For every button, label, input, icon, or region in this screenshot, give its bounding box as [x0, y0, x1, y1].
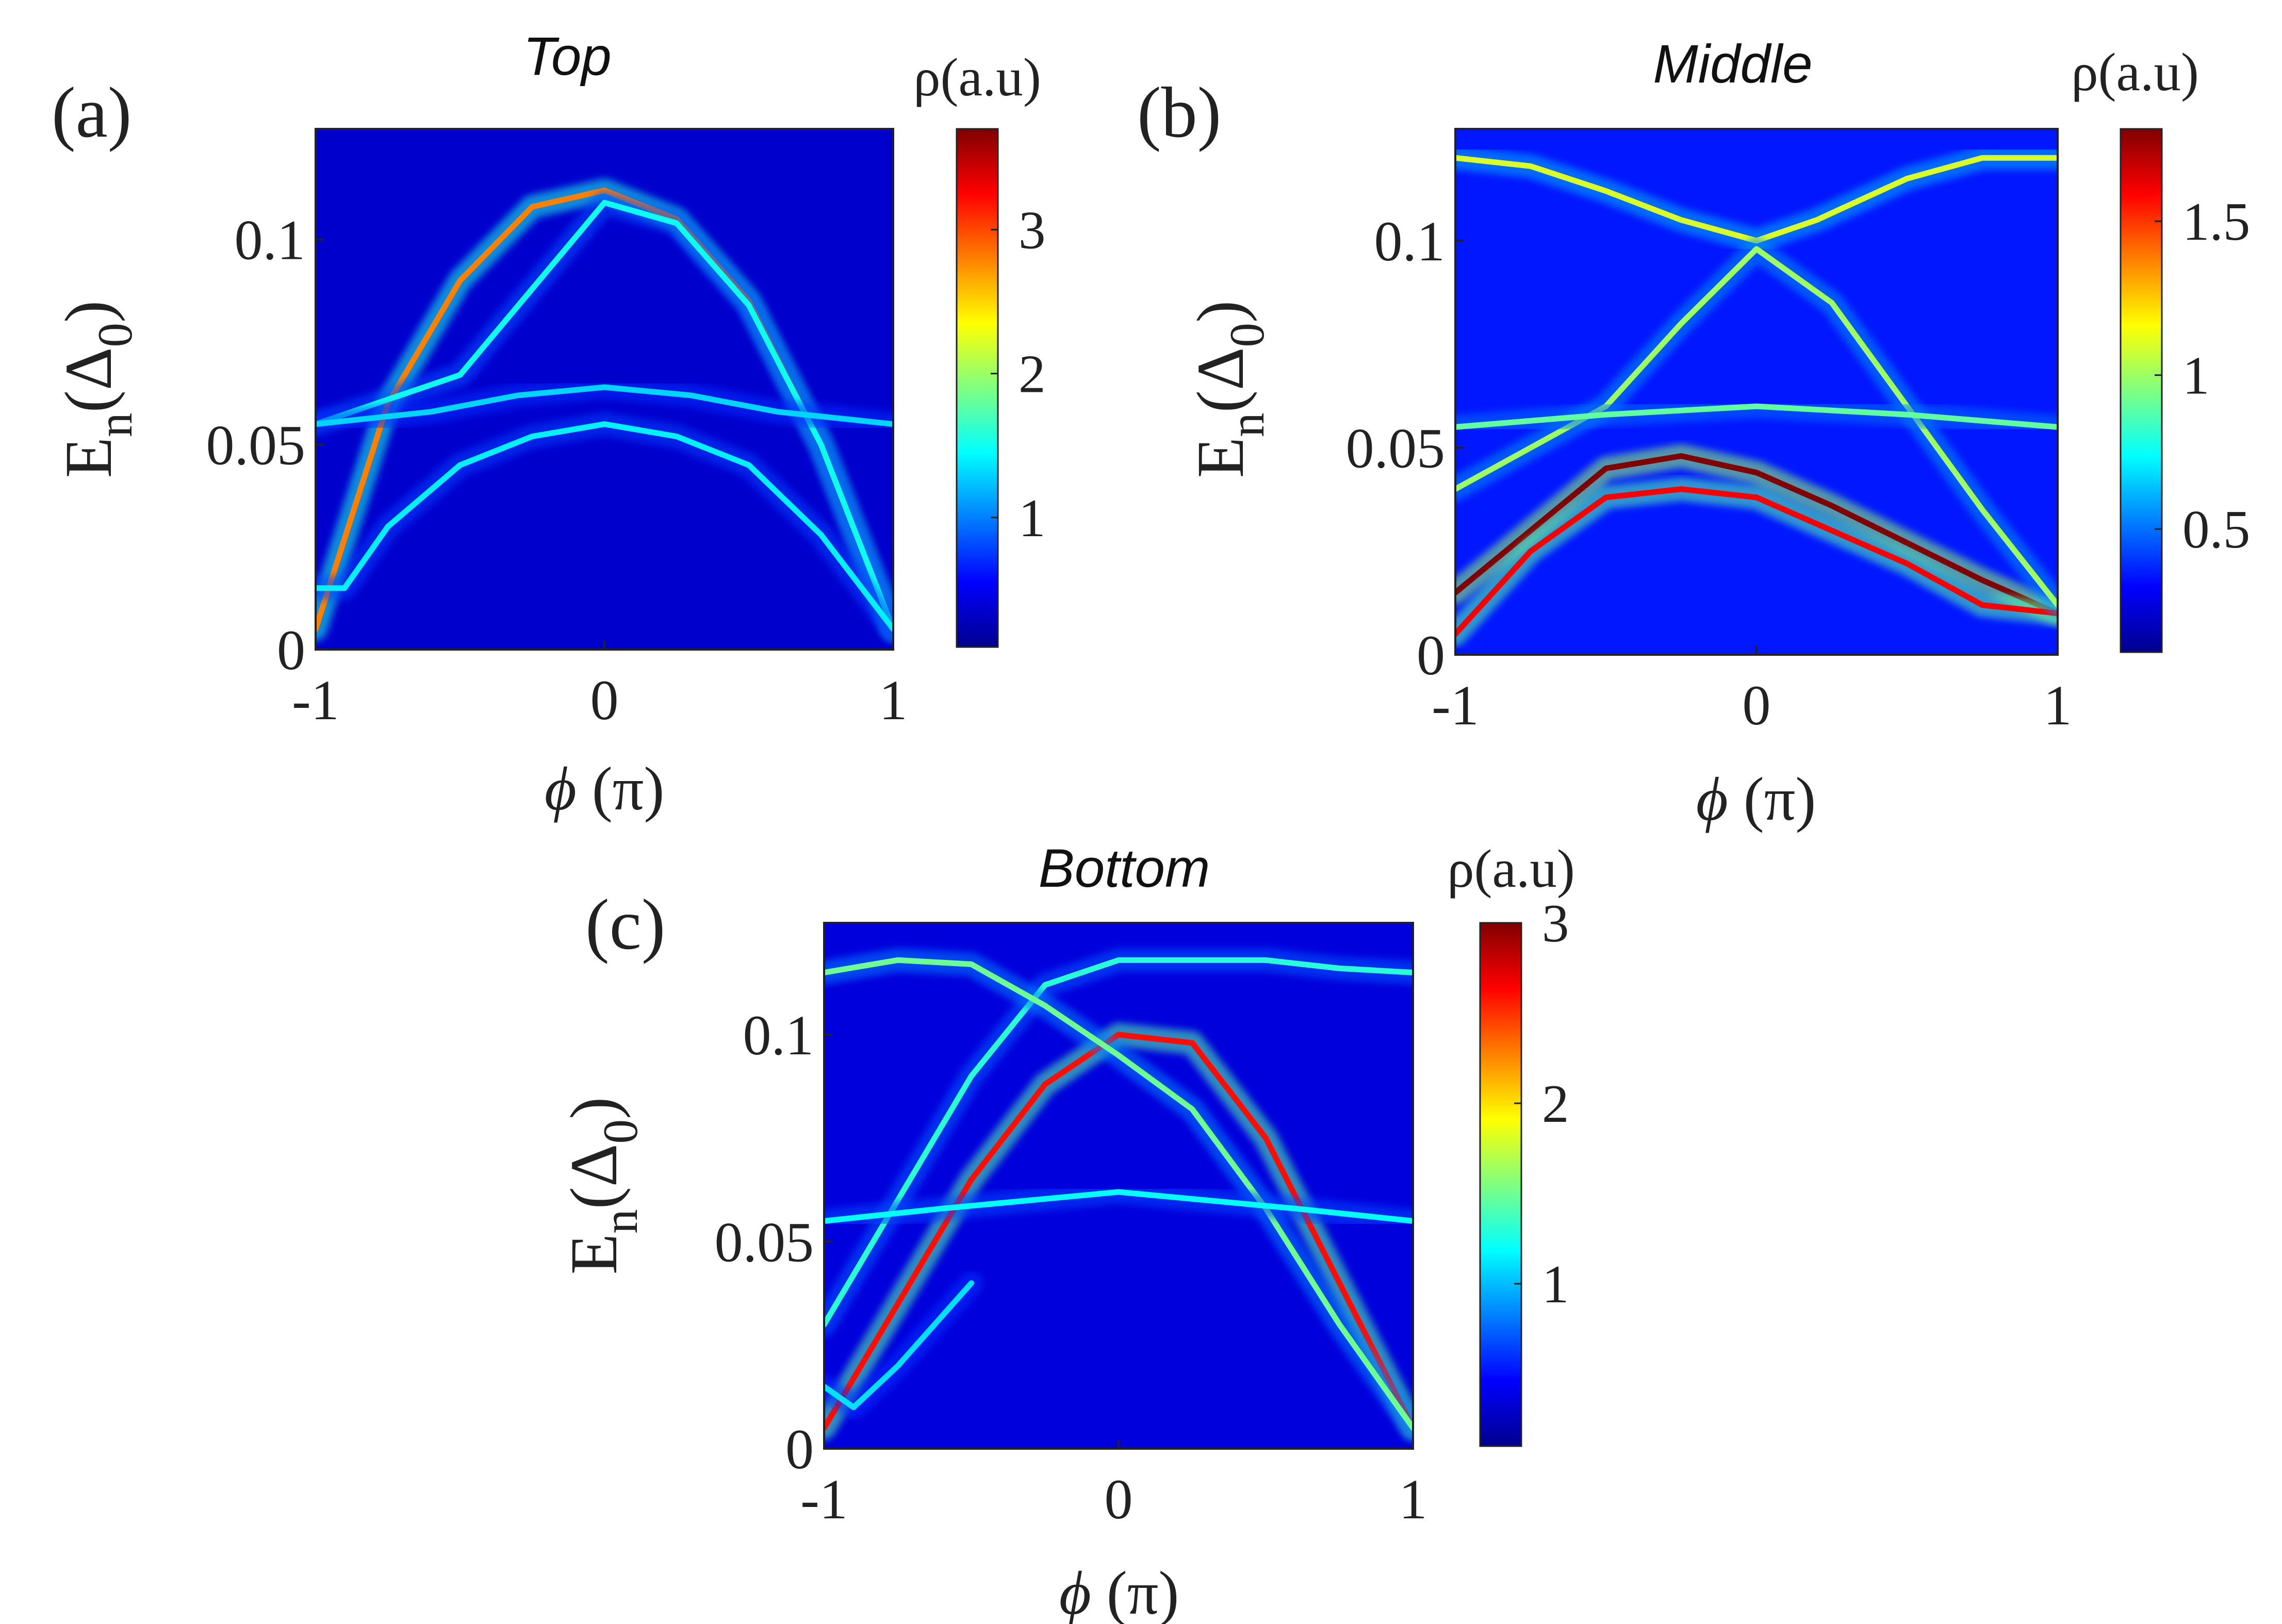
- colorbar-tick-label-a-2: 3: [1019, 200, 1046, 260]
- x-tick-label-b-2: 1: [2044, 674, 2072, 737]
- x-axis-label-a: ϕ (π): [545, 754, 665, 823]
- panel-b-title: Middle: [1653, 34, 1812, 94]
- colorbar-tick-label-c-1: 2: [1542, 1073, 1569, 1134]
- y-tick-label-a-0: 0: [277, 619, 305, 682]
- panel-a-title: Top: [523, 26, 611, 87]
- colorbar-tick-label-b-2: 1.5: [2182, 191, 2250, 252]
- y-tick-label-b-0: 0: [1417, 624, 1445, 687]
- x-tick-label-c-0: -1: [800, 1468, 848, 1531]
- colorbar-ticks-b: 0.5 1 1.5: [2155, 191, 2250, 559]
- colorbar-tick-label-a-0: 1: [1019, 488, 1046, 548]
- band-core-b-1: [1455, 486, 2058, 637]
- panel-b: (b) Middle -1 0 1 00.050.1 ϕ (π) En(Δ0) ρ(…: [1137, 34, 2250, 833]
- y-tick-label-a-1: 0.05: [206, 413, 306, 476]
- band-core-c-4: [824, 1280, 974, 1411]
- heatmap-bands-a: [316, 178, 893, 641]
- y-ticks-a: 0 0.05 0.1: [206, 209, 324, 682]
- colorbar-tick-label-c-0: 1: [1542, 1254, 1569, 1314]
- band-core-a-2: [316, 384, 893, 427]
- y-tick-label-c-1: 0.05: [715, 1211, 814, 1273]
- x-tick-label-b-0: -1: [1432, 674, 1479, 737]
- y-axis-label-a: En(Δ0): [52, 301, 142, 478]
- y-tick-label-b-1: 0.05: [1346, 417, 1446, 479]
- heatmap-bands-b: [1455, 146, 2058, 646]
- panel-b-label: (b): [1137, 73, 1221, 153]
- y-tick-label-a-2: 0.1: [235, 209, 306, 272]
- panel-c-title: Bottom: [1039, 838, 1210, 899]
- y-ticks-b: 0 0.05 0.1: [1346, 210, 1464, 687]
- x-tick-label-b-1: 0: [1743, 674, 1771, 737]
- y-tick-label-c-0: 0: [785, 1418, 814, 1481]
- x-axis-label-b: ϕ (π): [1696, 765, 1816, 833]
- heatmap-bands-c: [824, 948, 1413, 1440]
- panel-c-label: (c): [585, 885, 665, 965]
- band-core-b-0: [1455, 453, 2058, 617]
- panel-a: (a) Top -1 0 1 00.050.1 ϕ (π) En(Δ0) ρ(a.u…: [52, 26, 1046, 823]
- colorbar-ticks-c: 1 2 3: [1514, 893, 1569, 1314]
- colorbar-label-c: ρ(a.u): [1447, 838, 1575, 899]
- x-tick-label-a-2: 1: [879, 669, 908, 732]
- x-tick-label-a-1: 0: [590, 669, 619, 732]
- y-axis-label-b: En(Δ0): [1184, 301, 1274, 478]
- colorbar-label-b: ρ(a.u): [2071, 42, 2199, 102]
- colorbar-ticks-a: 1 2 3: [991, 200, 1046, 548]
- colorbar-b: [2120, 128, 2163, 653]
- colorbar-tick-label-b-1: 1: [2182, 345, 2210, 406]
- colorbar-tick-label-a-1: 2: [1019, 344, 1046, 404]
- colorbar-a: [956, 128, 999, 648]
- x-ticks-a: -1 0 1: [292, 641, 908, 732]
- x-axis-label-c: ϕ (π): [1059, 1559, 1179, 1624]
- band-core-b-4: [1455, 403, 2058, 430]
- band-core-c-3: [824, 1189, 1413, 1224]
- x-ticks-c: -1 0 1: [800, 1440, 1427, 1531]
- band-core-c-2: [824, 957, 1413, 1431]
- colorbar-tick-label-c-2: 3: [1542, 893, 1569, 953]
- band-core-c-0: [824, 1032, 1413, 1431]
- x-tick-label-a-0: -1: [292, 669, 339, 732]
- y-tick-label-b-2: 0.1: [1374, 210, 1446, 273]
- x-tick-label-c-1: 0: [1105, 1468, 1133, 1531]
- band-core-c-1: [824, 957, 1413, 1328]
- panel-c: (c) Bottom -1 0 1 00.050.1 ϕ (π) En(Δ0) ρ(…: [557, 838, 1575, 1624]
- band-core-b-3: [1455, 246, 2058, 608]
- y-tick-label-c-2: 0.1: [743, 1004, 814, 1067]
- band-core-a-3: [316, 421, 893, 632]
- y-axis-label-c: En(Δ0): [557, 1097, 648, 1275]
- y-ticks-c: 0 0.05 0.1: [715, 1004, 832, 1481]
- panel-a-label: (a): [52, 73, 132, 153]
- x-ticks-b: -1 0 1: [1432, 647, 2072, 737]
- x-tick-label-c-2: 1: [1399, 1468, 1427, 1531]
- colorbar-label-a: ρ(a.u): [913, 47, 1041, 107]
- colorbar-c: [1479, 922, 1522, 1447]
- colorbar-tick-label-b-0: 0.5: [2182, 499, 2250, 559]
